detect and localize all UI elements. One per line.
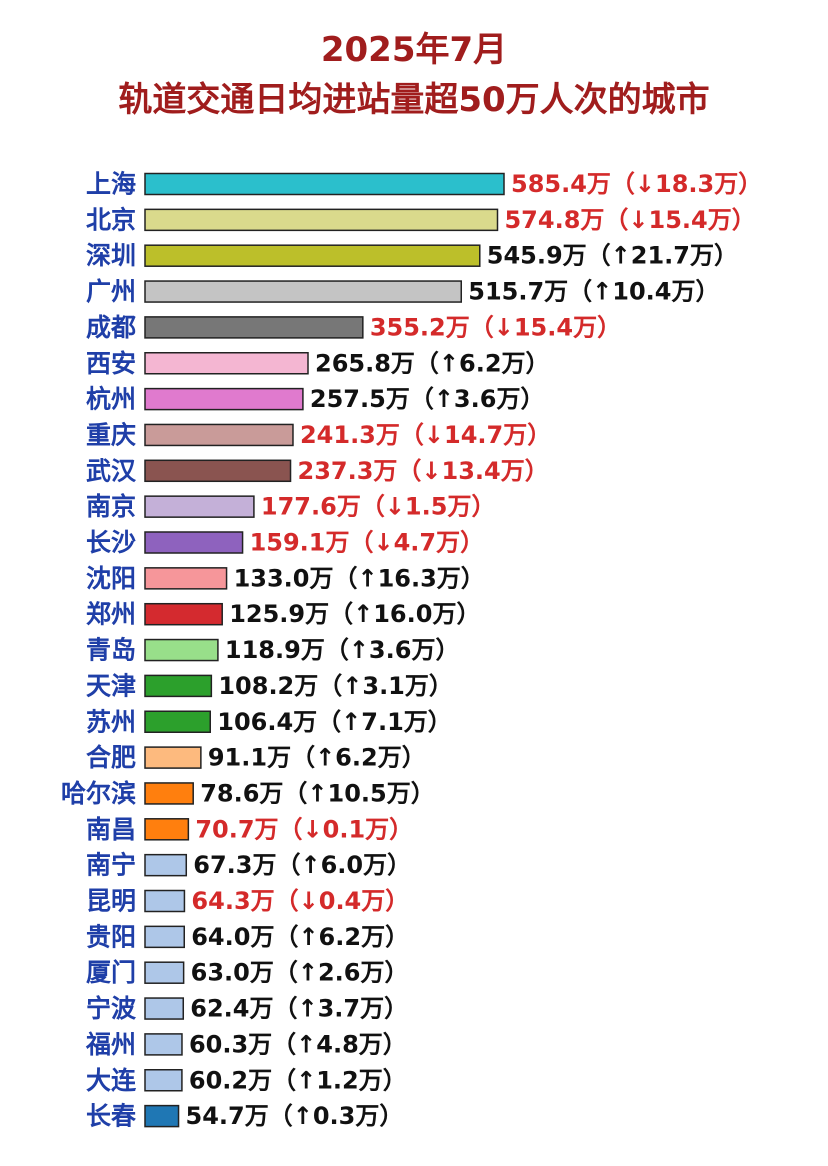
bar <box>144 961 185 984</box>
category-label: 苏州 <box>86 707 136 736</box>
bar <box>144 495 255 518</box>
bar <box>144 818 190 841</box>
category-label: 哈尔滨 <box>61 779 136 808</box>
category-label: 深圳 <box>86 241 136 270</box>
data-label: 159.1万（↓4.7万） <box>250 529 485 557</box>
category-label: 上海 <box>86 170 136 199</box>
category-label: 北京 <box>86 205 136 234</box>
data-label: 574.8万（↓15.4万） <box>504 206 755 234</box>
bar <box>144 1104 180 1128</box>
data-label: 125.9万（↑16.0万） <box>229 600 480 628</box>
category-label: 厦门 <box>86 958 136 987</box>
category-label: 郑州 <box>86 600 136 629</box>
data-label: 91.1万（↑6.2万） <box>208 744 426 772</box>
bar <box>144 459 292 483</box>
bar <box>144 782 194 805</box>
bar <box>144 602 223 626</box>
bar <box>144 316 364 339</box>
chart-title-line-1: 2025年7月 <box>320 30 508 70</box>
data-label: 585.4万（↓18.3万） <box>511 170 762 198</box>
category-label: 武汉 <box>86 456 137 485</box>
bar <box>144 244 481 267</box>
bar <box>144 746 202 769</box>
data-label: 545.9万（↑21.7万） <box>487 242 738 270</box>
data-label: 257.5万（↑3.6万） <box>310 385 545 413</box>
data-label: 54.7万（↑0.3万） <box>186 1102 404 1130</box>
data-label: 237.3万（↓13.4万） <box>298 457 549 485</box>
bar <box>144 710 212 733</box>
data-label: 64.3万（↓0.4万） <box>191 887 409 915</box>
category-label: 昆明 <box>86 887 136 916</box>
bar <box>144 352 309 375</box>
data-label: 133.0万（↑16.3万） <box>234 564 485 592</box>
bar <box>144 531 244 554</box>
category-label: 南宁 <box>86 851 136 880</box>
bar <box>144 997 185 1020</box>
bar <box>144 387 304 411</box>
category-label: 南京 <box>86 492 136 521</box>
data-label: 106.4万（↑7.1万） <box>217 708 452 736</box>
data-label: 355.2万（↓15.4万） <box>370 313 621 341</box>
bar <box>144 1033 183 1056</box>
category-label: 贵阳 <box>86 922 136 951</box>
bar <box>144 1069 183 1092</box>
data-label: 60.3万（↑4.8万） <box>189 1030 407 1058</box>
category-label: 长春 <box>86 1102 136 1131</box>
data-label: 108.2万（↑3.1万） <box>218 672 453 700</box>
data-label: 515.7万（↑10.4万） <box>468 278 719 306</box>
category-label: 成都 <box>86 313 136 342</box>
data-label: 70.7万（↓0.1万） <box>195 815 413 843</box>
category-label: 青岛 <box>86 636 136 665</box>
category-label: 杭州 <box>86 385 136 414</box>
bar <box>144 172 505 196</box>
data-label: 63.0万（↑2.6万） <box>191 959 409 987</box>
category-label: 沈阳 <box>86 564 136 593</box>
category-label: 西安 <box>86 349 136 378</box>
bar <box>144 423 294 447</box>
data-label: 67.3万（↑6.0万） <box>193 851 411 879</box>
data-label: 177.6万（↓1.5万） <box>261 493 496 521</box>
bar <box>144 925 185 949</box>
bar <box>144 567 228 590</box>
category-label: 福州 <box>85 1030 136 1059</box>
data-label: 265.8万（↑6.2万） <box>315 349 550 377</box>
data-label: 78.6万（↑10.5万） <box>200 779 435 807</box>
data-label: 62.4万（↑3.7万） <box>190 995 408 1023</box>
category-label: 南昌 <box>86 815 136 844</box>
category-label: 长沙 <box>86 528 136 557</box>
bar <box>144 674 213 698</box>
category-label: 宁波 <box>86 994 137 1023</box>
category-label: 广州 <box>86 277 136 306</box>
bar <box>144 853 188 877</box>
category-label: 合肥 <box>86 743 136 772</box>
bar <box>144 208 499 232</box>
chart-title-line-2: 轨道交通日均进站量超50万人次的城市 <box>118 80 710 120</box>
bar <box>144 638 219 662</box>
data-label: 60.2万（↑1.2万） <box>189 1066 407 1094</box>
category-label: 大连 <box>86 1066 137 1095</box>
data-label: 118.9万（↑3.6万） <box>225 636 460 664</box>
data-label: 241.3万（↓14.7万） <box>300 421 551 449</box>
category-label: 天津 <box>86 671 136 700</box>
data-label: 64.0万（↑6.2万） <box>191 923 409 951</box>
bar <box>144 280 463 303</box>
bar <box>144 889 186 913</box>
category-label: 重庆 <box>86 420 136 449</box>
